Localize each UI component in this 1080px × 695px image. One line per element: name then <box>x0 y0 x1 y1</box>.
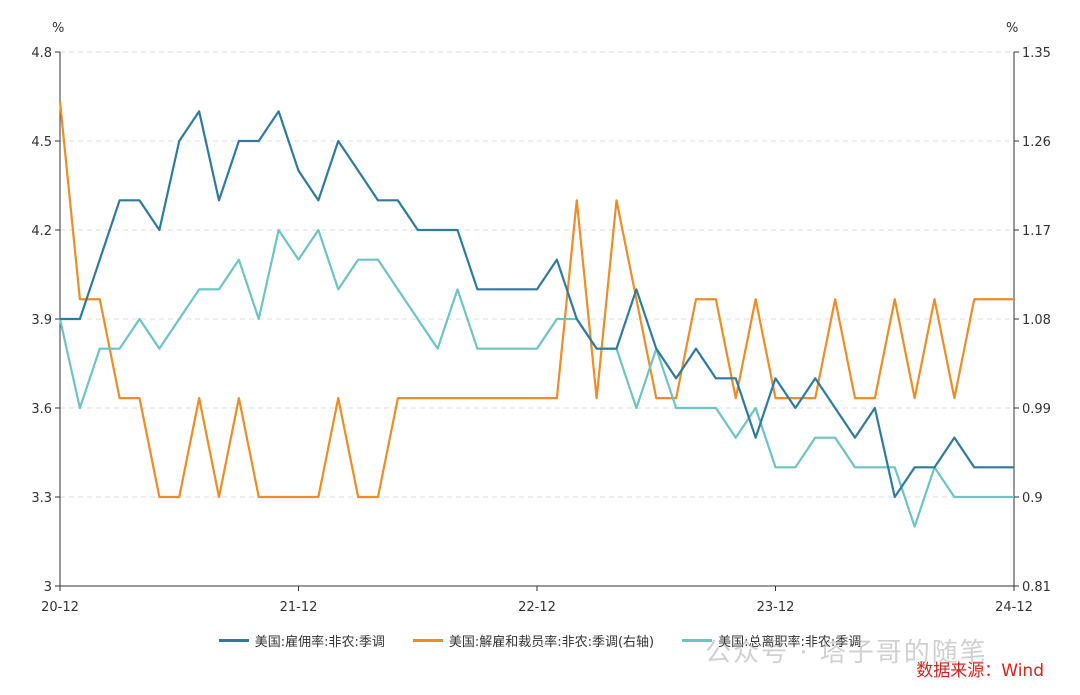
left-tick-label: 4.2 <box>31 224 52 239</box>
legend-item-layoffs: 美国:解雇和裁员率:非农:季调(右轴) <box>412 628 655 652</box>
left-axis-ticks: 3 3.3 3.6 3.9 4.2 4.5 4.8 <box>31 46 60 595</box>
legend-swatch-layoffs <box>412 638 443 642</box>
source-note: 数据来源：Wind <box>916 661 1044 681</box>
left-tick-label: 4.5 <box>31 135 52 150</box>
legend-label-separations: 美国:总离职率:非农:季调 <box>718 634 862 650</box>
series-line-0 <box>60 110 1014 499</box>
left-tick-label: 3.6 <box>31 402 52 417</box>
legend-swatch-separations <box>682 638 713 642</box>
right-tick-label: 1.26 <box>1022 135 1051 150</box>
left-tick-label: 3.9 <box>31 313 52 328</box>
legend-swatch-hires <box>218 638 249 642</box>
right-axis-ticks: 0.81 0.9 0.99 1.08 1.17 1.26 1.35 <box>1014 46 1051 595</box>
left-axis-unit: % <box>52 21 64 36</box>
x-tick-label: 23-12 <box>757 600 795 615</box>
left-tick-label: 3 <box>44 580 52 595</box>
legend: 美国:雇佣率:非农:季调 美国:解雇和裁员率:非农:季调(右轴) 美国:总离职率… <box>0 628 1080 652</box>
right-tick-label: 0.81 <box>1022 580 1051 595</box>
series-line-1 <box>58 101 1014 499</box>
watermark: 公众号 · 塔子哥的随笔 <box>705 638 988 668</box>
right-tick-label: 0.9 <box>1022 491 1043 506</box>
right-tick-label: 0.99 <box>1022 402 1051 417</box>
right-tick-label: 1.35 <box>1022 46 1051 61</box>
x-axis-ticks: 20-12 21-12 22-12 23-12 24-12 <box>41 586 1033 615</box>
left-tick-label: 3.3 <box>31 491 52 506</box>
legend-label-hires: 美国:雇佣率:非农:季调 <box>254 634 385 650</box>
gridlines <box>60 51 1014 498</box>
x-tick-label: 24-12 <box>995 600 1033 615</box>
left-tick-label: 4.8 <box>31 46 52 61</box>
x-tick-label: 22-12 <box>518 600 556 615</box>
legend-item-hires: 美国:雇佣率:非农:季调 <box>218 628 385 652</box>
series-lines <box>58 101 1014 528</box>
right-tick-label: 1.17 <box>1022 224 1051 239</box>
legend-item-separations: 美国:总离职率:非农:季调 <box>682 628 861 652</box>
right-tick-label: 1.08 <box>1022 313 1051 328</box>
series-line-2 <box>58 228 1014 528</box>
right-axis-unit: % <box>1006 21 1018 36</box>
legend-label-layoffs: 美国:解雇和裁员率:非农:季调(右轴) <box>448 634 655 650</box>
x-tick-label: 21-12 <box>280 600 318 615</box>
x-tick-label: 20-12 <box>41 600 79 615</box>
